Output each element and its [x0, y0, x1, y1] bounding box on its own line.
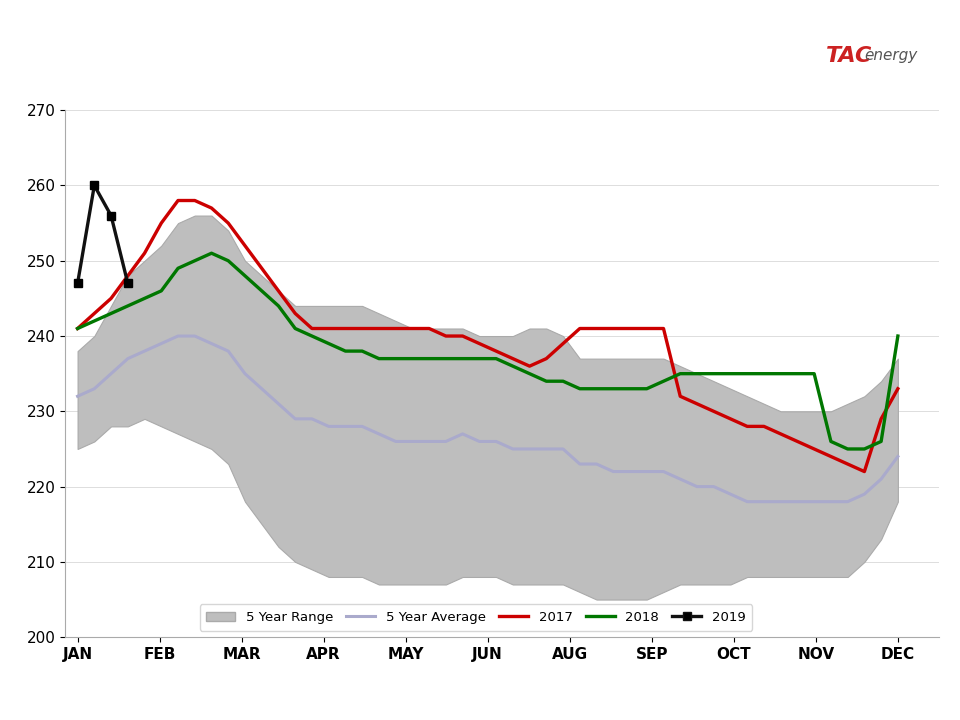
- Text: energy: energy: [864, 48, 917, 63]
- Text: Gasoline  TOTAL US: Gasoline TOTAL US: [306, 30, 596, 56]
- Legend: 5 Year Range, 5 Year Average, 2017, 2018, 2019: 5 Year Range, 5 Year Average, 2017, 2018…: [200, 604, 753, 631]
- Text: TAC: TAC: [826, 46, 872, 66]
